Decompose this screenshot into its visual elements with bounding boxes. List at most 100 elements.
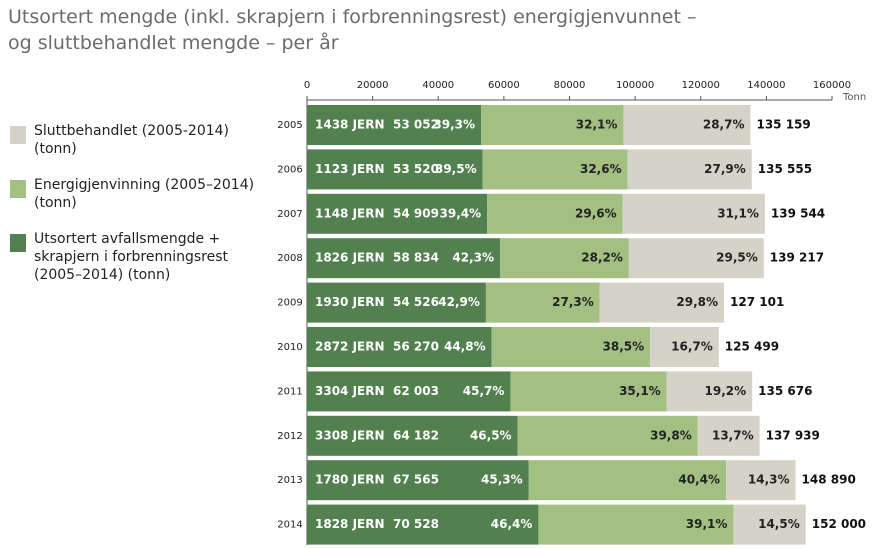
value-label: 62 003 xyxy=(393,384,439,398)
bar-segment xyxy=(307,460,529,501)
total-label: 137 939 xyxy=(766,428,820,442)
share-label: 39,4% xyxy=(440,206,482,220)
bar-segment xyxy=(697,415,760,456)
legend: Sluttbehandlet (2005-2014) (tonn) Energig… xyxy=(10,122,260,302)
x-tick-label: 120000 xyxy=(682,80,720,91)
bar-segment xyxy=(307,105,482,145)
bar-segment xyxy=(307,415,518,456)
bar-segment xyxy=(307,327,492,367)
iron-label: 1780 JERN xyxy=(315,473,385,487)
bar-segment xyxy=(528,460,727,501)
y-tick-label: 2008 xyxy=(277,253,302,264)
x-tick-label: 160000 xyxy=(813,80,851,91)
share-label: 45,7% xyxy=(463,384,505,398)
iron-label: 2872 JERN xyxy=(315,340,385,354)
value-label: 67 565 xyxy=(393,473,439,487)
iron-label: 1828 JERN xyxy=(315,517,385,531)
total-label: 125 499 xyxy=(725,340,779,354)
bar-segment xyxy=(307,193,488,234)
x-tick-label: 140000 xyxy=(747,80,785,91)
bar-segment xyxy=(627,149,752,190)
x-tick-label: 20000 xyxy=(357,80,389,91)
x-tick-label: 80000 xyxy=(554,80,586,91)
y-tick-label: 2012 xyxy=(277,431,302,442)
bar-segment xyxy=(481,105,624,145)
value-label: 70 528 xyxy=(393,517,439,531)
share-label: 39,1% xyxy=(686,517,728,531)
legend-item: Sluttbehandlet (2005-2014) (tonn) xyxy=(10,122,260,158)
total-label: 127 101 xyxy=(730,295,784,309)
bar-segment xyxy=(500,238,629,279)
bar-segment xyxy=(487,193,623,234)
share-label: 46,4% xyxy=(491,517,533,531)
share-label: 32,1% xyxy=(576,118,618,132)
iron-label: 1123 JERN xyxy=(315,162,385,176)
share-label: 14,3% xyxy=(748,473,790,487)
total-label: 139 544 xyxy=(771,206,825,220)
share-label: 13,7% xyxy=(712,428,754,442)
total-label: 152 000 xyxy=(812,517,866,531)
bar-segment xyxy=(307,238,501,279)
legend-swatch xyxy=(10,234,26,252)
bar-segment xyxy=(538,504,734,545)
bar-segment xyxy=(599,282,725,323)
value-label: 54 526 xyxy=(393,295,439,309)
legend-label: Energigjenvinning (2005–2014) (tonn) xyxy=(34,177,255,211)
bar-segment xyxy=(510,371,667,412)
share-label: 39,8% xyxy=(650,428,692,442)
y-tick-label: 2009 xyxy=(277,298,302,309)
y-tick-label: 2010 xyxy=(277,342,302,353)
bar-segment xyxy=(482,149,628,190)
share-label: 46,5% xyxy=(470,428,512,442)
bar-segment xyxy=(623,105,751,145)
iron-label: 1826 JERN xyxy=(315,251,385,265)
bar-segment xyxy=(726,460,796,501)
iron-label: 3308 JERN xyxy=(315,428,385,442)
bar-segment xyxy=(622,193,765,234)
bar-segment xyxy=(307,504,539,545)
legend-item: Utsortert avfallsmengde + skrapjern i fo… xyxy=(10,230,260,284)
share-label: 29,8% xyxy=(676,295,718,309)
share-label: 28,2% xyxy=(581,251,623,265)
share-label: 40,4% xyxy=(678,473,720,487)
value-label: 53 520 xyxy=(393,162,439,176)
bar-segment xyxy=(307,149,483,190)
title-line: Utsortert mengde (inkl. skrapjern i forb… xyxy=(8,6,697,28)
total-label: 148 890 xyxy=(802,473,856,487)
value-label: 56 270 xyxy=(393,340,439,354)
share-label: 14,5% xyxy=(758,517,800,531)
legend-label: Utsortert avfallsmengde + skrapjern i fo… xyxy=(34,231,229,283)
share-label: 39,3% xyxy=(433,118,475,132)
share-label: 42,3% xyxy=(452,251,494,265)
bar-segment xyxy=(485,282,600,323)
legend-item: Energigjenvinning (2005–2014) (tonn) xyxy=(10,176,260,212)
share-label: 27,3% xyxy=(552,295,594,309)
total-label: 135 159 xyxy=(756,118,810,132)
share-label: 35,1% xyxy=(619,384,661,398)
value-label: 53 052 xyxy=(393,118,439,132)
share-label: 19,2% xyxy=(705,384,747,398)
x-tick-label: 40000 xyxy=(422,80,454,91)
x-unit: Tonn xyxy=(842,92,866,103)
chart-title: Utsortert mengde (inkl. skrapjern i forb… xyxy=(8,4,696,56)
bar-segment xyxy=(666,371,753,412)
title-line: og sluttbehandlet mengde – per år xyxy=(8,32,339,54)
bar-segment xyxy=(517,415,698,456)
iron-label: 1930 JERN xyxy=(315,295,385,309)
total-label: 135 676 xyxy=(758,384,812,398)
share-label: 27,9% xyxy=(704,162,746,176)
y-tick-label: 2014 xyxy=(277,520,302,531)
total-label: 135 555 xyxy=(758,162,812,176)
share-label: 32,6% xyxy=(580,162,622,176)
total-label: 139 217 xyxy=(770,251,824,265)
bar-segment xyxy=(628,238,764,279)
iron-label: 3304 JERN xyxy=(315,384,385,398)
bar-segment xyxy=(650,327,719,367)
share-label: 39,5% xyxy=(435,162,477,176)
y-tick-label: 2006 xyxy=(277,164,302,175)
bar-segment xyxy=(733,504,806,545)
share-label: 16,7% xyxy=(671,340,713,354)
share-label: 29,6% xyxy=(575,206,617,220)
y-tick-label: 2013 xyxy=(277,475,302,486)
